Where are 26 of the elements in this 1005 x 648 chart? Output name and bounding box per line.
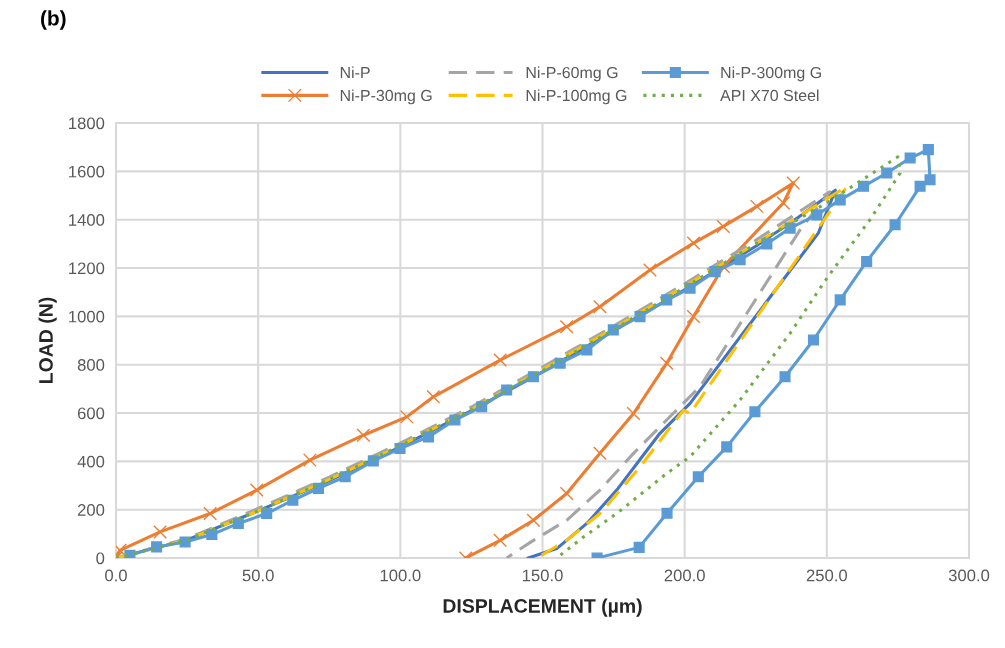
y-tick-label: 200	[77, 504, 105, 516]
y-tick-label: 1600	[69, 165, 105, 178]
legend-label: Ni-P-100mg G	[526, 89, 627, 105]
x-tick-label: 100.0	[380, 569, 421, 582]
y-tick-label: 600	[77, 407, 105, 420]
x-tick-label: 200.0	[664, 569, 705, 582]
legend-label: Ni-P-300mg G	[721, 66, 821, 82]
x-tick-label: 150.0	[522, 569, 563, 582]
y-tick-label: 0	[96, 552, 105, 565]
text: (b)	[41, 10, 66, 30]
x-tick-label: 250.0	[806, 569, 848, 582]
y-tick-label: 800	[77, 359, 105, 371]
y-tick-label: 1800	[69, 117, 105, 130]
y-tick-label: 1400	[69, 214, 105, 226]
y-tick-label: 1200	[69, 262, 105, 275]
legend-label: Ni-P	[340, 66, 370, 79]
x-tick-label: 300.0	[948, 569, 990, 582]
x-tick-label: 0.0	[105, 569, 127, 582]
legend-label: Ni-P-30mg G	[340, 89, 432, 105]
x-tick-label: 50.0	[242, 569, 274, 582]
y-tick-label: 400	[77, 455, 105, 468]
y-axis-title: LOAD (N)	[38, 297, 57, 383]
y-tick-label: 1000	[69, 310, 105, 323]
legend-label: API X70 Steel	[720, 89, 819, 102]
x-axis-title: DISPLACEMENT (µm)	[443, 598, 642, 617]
legend-label: Ni-P-60mg G	[526, 66, 618, 82]
